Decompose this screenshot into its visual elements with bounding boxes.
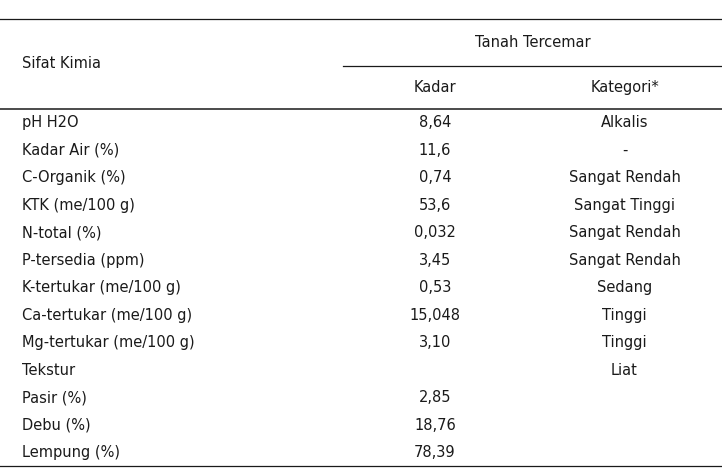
Text: 15,048: 15,048 [409, 308, 461, 323]
Text: pH H2O: pH H2O [22, 115, 78, 130]
Text: Sangat Tinggi: Sangat Tinggi [574, 198, 675, 213]
Text: Lempung (%): Lempung (%) [22, 445, 120, 460]
Text: 53,6: 53,6 [419, 198, 451, 213]
Text: C-Organik (%): C-Organik (%) [22, 170, 126, 185]
Text: Sifat Kimia: Sifat Kimia [22, 56, 100, 72]
Text: 2,85: 2,85 [419, 390, 451, 405]
Text: -: - [622, 143, 627, 158]
Text: KTK (me/100 g): KTK (me/100 g) [22, 198, 134, 213]
Text: 11,6: 11,6 [419, 143, 451, 158]
Text: K-tertukar (me/100 g): K-tertukar (me/100 g) [22, 280, 180, 295]
Text: Liat: Liat [611, 363, 638, 378]
Text: Sangat Rendah: Sangat Rendah [569, 253, 680, 268]
Text: Sangat Rendah: Sangat Rendah [569, 225, 680, 240]
Text: Tekstur: Tekstur [22, 363, 75, 378]
Text: Kadar: Kadar [414, 80, 456, 95]
Text: Tanah Tercemar: Tanah Tercemar [474, 35, 591, 50]
Text: 78,39: 78,39 [414, 445, 456, 460]
Text: Ca-tertukar (me/100 g): Ca-tertukar (me/100 g) [22, 308, 192, 323]
Text: Kadar Air (%): Kadar Air (%) [22, 143, 119, 158]
Text: 3,45: 3,45 [419, 253, 451, 268]
Text: 8,64: 8,64 [419, 115, 451, 130]
Text: N-total (%): N-total (%) [22, 225, 101, 240]
Text: Debu (%): Debu (%) [22, 418, 90, 433]
Text: 0,53: 0,53 [419, 280, 451, 295]
Text: P-tersedia (ppm): P-tersedia (ppm) [22, 253, 144, 268]
Text: Mg-tertukar (me/100 g): Mg-tertukar (me/100 g) [22, 335, 194, 350]
Text: Sedang: Sedang [597, 280, 652, 295]
Text: 18,76: 18,76 [414, 418, 456, 433]
Text: 3,10: 3,10 [419, 335, 451, 350]
Text: Kategori*: Kategori* [590, 80, 659, 95]
Text: Sangat Rendah: Sangat Rendah [569, 170, 680, 185]
Text: Tinggi: Tinggi [602, 335, 647, 350]
Text: Pasir (%): Pasir (%) [22, 390, 87, 405]
Text: 0,032: 0,032 [414, 225, 456, 240]
Text: Tinggi: Tinggi [602, 308, 647, 323]
Text: Alkalis: Alkalis [601, 115, 648, 130]
Text: 0,74: 0,74 [419, 170, 451, 185]
